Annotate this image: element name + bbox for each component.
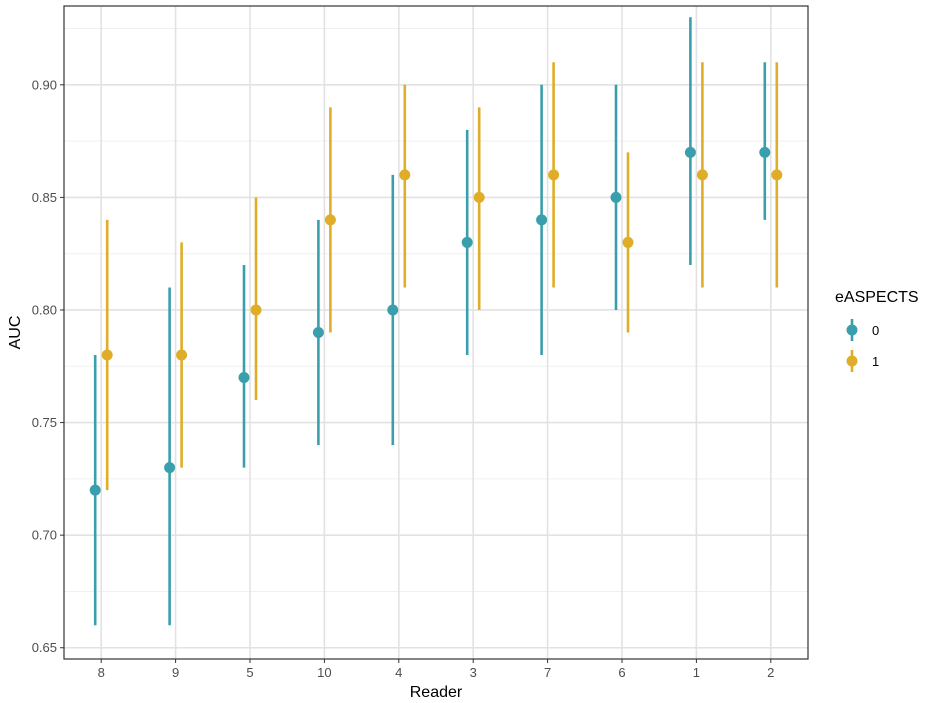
- y-axis-title: AUC: [7, 316, 24, 350]
- y-tick-label: 0.65: [32, 640, 57, 655]
- data-point: [164, 462, 176, 474]
- legend-label: 0: [872, 323, 879, 338]
- y-tick-label: 0.90: [32, 77, 57, 92]
- legend-key-point: [846, 324, 858, 336]
- x-tick-label: 3: [470, 665, 477, 680]
- y-tick-label: 0.80: [32, 302, 57, 317]
- data-point: [176, 349, 188, 361]
- legend: eASPECTS 0 1: [835, 289, 919, 372]
- x-tick-label: 10: [317, 665, 331, 680]
- panel-border: [63, 5, 809, 660]
- x-tick-label: 7: [544, 665, 551, 680]
- data-point: [387, 304, 399, 316]
- x-tick-label: 6: [618, 665, 625, 680]
- x-axis-title: Reader: [410, 684, 463, 701]
- y-tick-label: 0.75: [32, 415, 57, 430]
- x-tick-label: 1: [693, 665, 700, 680]
- data-point: [610, 191, 622, 203]
- data-point: [759, 146, 771, 158]
- data-point: [312, 327, 324, 338]
- data-point: [89, 484, 101, 496]
- data-point: [473, 191, 485, 203]
- data-point: [536, 214, 548, 226]
- data-point: [250, 304, 262, 316]
- data-point: [684, 146, 696, 158]
- grid: [64, 6, 808, 659]
- y-axis: 0.65 0.70 0.75 0.80 0.85 0.90: [32, 77, 64, 655]
- data-point: [324, 214, 336, 226]
- y-tick-label: 0.85: [32, 190, 57, 205]
- data-point: [696, 169, 708, 181]
- x-tick-label: 4: [395, 665, 402, 680]
- data-point: [622, 236, 634, 248]
- legend-label: 1: [872, 354, 879, 369]
- legend-key-point: [846, 355, 858, 367]
- data-point: [548, 169, 560, 181]
- data-point: [771, 169, 783, 181]
- data-point: [461, 236, 473, 248]
- data-point: [101, 349, 113, 361]
- data-point: [238, 372, 250, 384]
- x-axis: 8 9 5 10 4 3 7 6 1 2: [98, 659, 774, 680]
- data-marks: [89, 17, 783, 626]
- legend-title: eASPECTS: [835, 289, 919, 306]
- x-tick-label: 2: [767, 665, 774, 680]
- x-tick-label: 8: [98, 665, 105, 680]
- y-tick-label: 0.70: [32, 528, 57, 543]
- x-tick-label: 5: [246, 665, 253, 680]
- x-tick-label: 9: [172, 665, 179, 680]
- data-point: [399, 169, 411, 181]
